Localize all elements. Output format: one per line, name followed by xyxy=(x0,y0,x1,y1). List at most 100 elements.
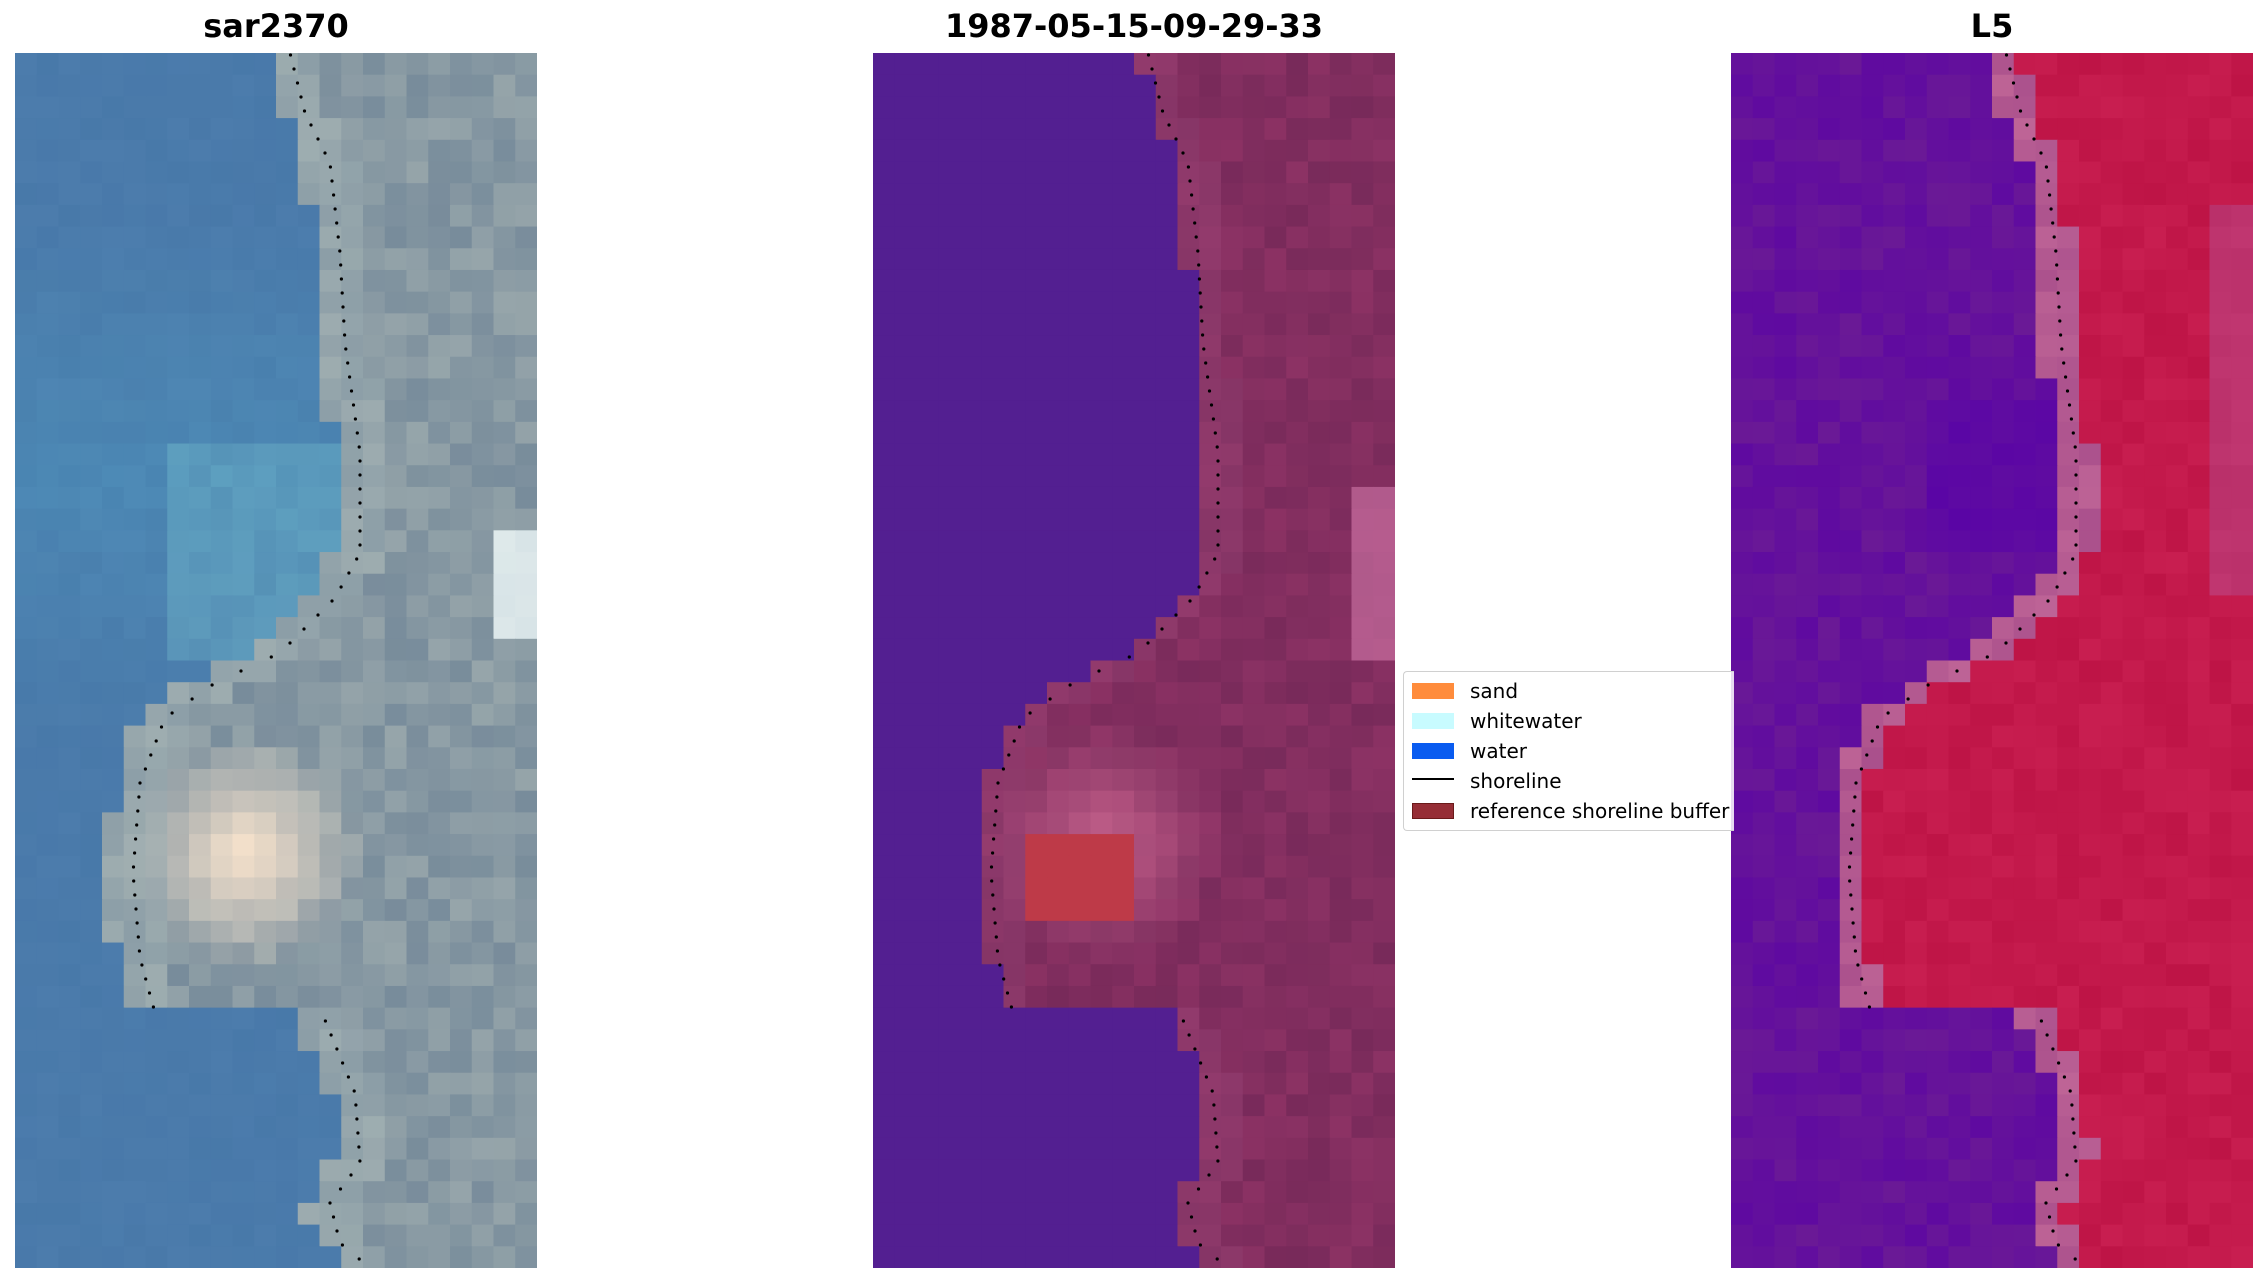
shoreline-point xyxy=(989,865,994,869)
image-pixel xyxy=(1155,942,1179,965)
image-pixel xyxy=(1177,248,1200,271)
image-pixel xyxy=(341,421,364,445)
image-pixel xyxy=(406,1224,429,1247)
image-pixel xyxy=(2057,725,2080,748)
image-pixel xyxy=(450,1246,473,1268)
image-pixel xyxy=(2035,812,2058,835)
image-pixel xyxy=(1308,942,1331,965)
image-pixel xyxy=(2057,660,2080,683)
image-pixel xyxy=(406,1072,429,1096)
image-pixel xyxy=(1112,139,1135,163)
image-pixel xyxy=(1992,269,2015,293)
image-pixel xyxy=(1329,855,1353,879)
image-pixel xyxy=(1926,139,1950,163)
image-pixel xyxy=(450,1072,473,1096)
image-pixel xyxy=(1003,204,1026,228)
image-pixel xyxy=(428,812,451,835)
image-pixel xyxy=(471,421,495,445)
image-pixel xyxy=(515,530,537,553)
image-pixel xyxy=(1861,1072,1884,1096)
image-pixel xyxy=(1752,161,1776,184)
image-pixel xyxy=(2013,291,2037,314)
image-pixel xyxy=(1068,226,1092,249)
image-pixel xyxy=(1025,834,1048,857)
shoreline-point xyxy=(2065,1173,2069,1177)
image-pixel xyxy=(102,899,125,922)
image-pixel xyxy=(276,139,299,163)
image-pixel xyxy=(1752,530,1776,553)
image-pixel xyxy=(102,855,125,879)
image-pixel xyxy=(1025,899,1048,922)
image-pixel xyxy=(1883,660,1906,683)
image-pixel xyxy=(123,443,147,466)
image-pixel xyxy=(428,834,451,857)
image-pixel xyxy=(276,573,299,597)
image-pixel xyxy=(232,1116,255,1139)
image-pixel xyxy=(938,617,961,640)
image-pixel xyxy=(493,877,516,900)
image-pixel xyxy=(2013,118,2037,141)
image-pixel xyxy=(319,204,342,228)
image-pixel xyxy=(873,703,896,727)
image-pixel xyxy=(58,855,81,879)
image-pixel xyxy=(1970,96,1993,119)
image-pixel xyxy=(363,703,386,727)
image-pixel xyxy=(1883,53,1906,76)
image-pixel xyxy=(1090,1181,1113,1204)
image-pixel xyxy=(1883,291,1906,314)
image-pixel xyxy=(1329,682,1353,705)
image-pixel xyxy=(58,834,81,857)
image-pixel xyxy=(2187,313,2211,336)
image-pixel xyxy=(254,1181,277,1204)
image-pixel xyxy=(1351,855,1374,879)
image-pixel xyxy=(1796,118,1819,141)
image-pixel xyxy=(2100,183,2124,206)
image-pixel xyxy=(319,291,342,314)
legend-swatch-reference-buffer xyxy=(1412,802,1454,819)
image-pixel xyxy=(1351,985,1374,1009)
image-pixel xyxy=(1948,747,1971,770)
image-pixel xyxy=(58,552,81,575)
image-pixel xyxy=(189,1181,212,1204)
image-pixel xyxy=(2122,703,2145,727)
image-pixel xyxy=(916,1007,939,1030)
shoreline-point xyxy=(2073,445,2077,449)
image-pixel xyxy=(1155,1094,1179,1117)
image-pixel xyxy=(1329,703,1353,727)
image-pixel xyxy=(960,1137,983,1161)
image-pixel xyxy=(2231,855,2253,879)
image-pixel xyxy=(254,899,277,922)
image-pixel xyxy=(1286,53,1309,76)
image-pixel xyxy=(1905,335,1928,358)
image-pixel xyxy=(297,465,321,488)
image-pixel xyxy=(471,573,495,597)
image-pixel xyxy=(981,139,1005,163)
image-pixel xyxy=(15,248,38,271)
image-pixel xyxy=(1818,74,1841,97)
image-pixel xyxy=(1905,74,1928,97)
shoreline-point xyxy=(2071,557,2075,561)
image-pixel xyxy=(1025,204,1048,228)
image-pixel xyxy=(1905,660,1928,683)
image-pixel xyxy=(210,703,234,727)
image-pixel xyxy=(916,747,939,770)
image-pixel xyxy=(428,248,451,271)
image-pixel xyxy=(1090,877,1113,900)
image-pixel xyxy=(428,421,451,445)
image-pixel xyxy=(145,790,168,813)
image-pixel xyxy=(1199,768,1222,792)
image-pixel xyxy=(1373,226,1395,249)
shoreline-point xyxy=(342,319,346,323)
image-pixel xyxy=(1090,269,1113,293)
image-pixel xyxy=(1221,747,1244,770)
image-pixel xyxy=(493,96,516,119)
shoreline-point xyxy=(136,935,140,939)
image-pixel xyxy=(1905,269,1928,293)
image-pixel xyxy=(515,985,537,1009)
image-pixel xyxy=(1373,1007,1395,1030)
image-pixel xyxy=(1883,1159,1906,1182)
image-pixel xyxy=(1774,465,1797,488)
image-pixel xyxy=(2187,573,2211,597)
image-pixel xyxy=(2079,1072,2102,1096)
shoreline-point xyxy=(1194,235,1198,239)
